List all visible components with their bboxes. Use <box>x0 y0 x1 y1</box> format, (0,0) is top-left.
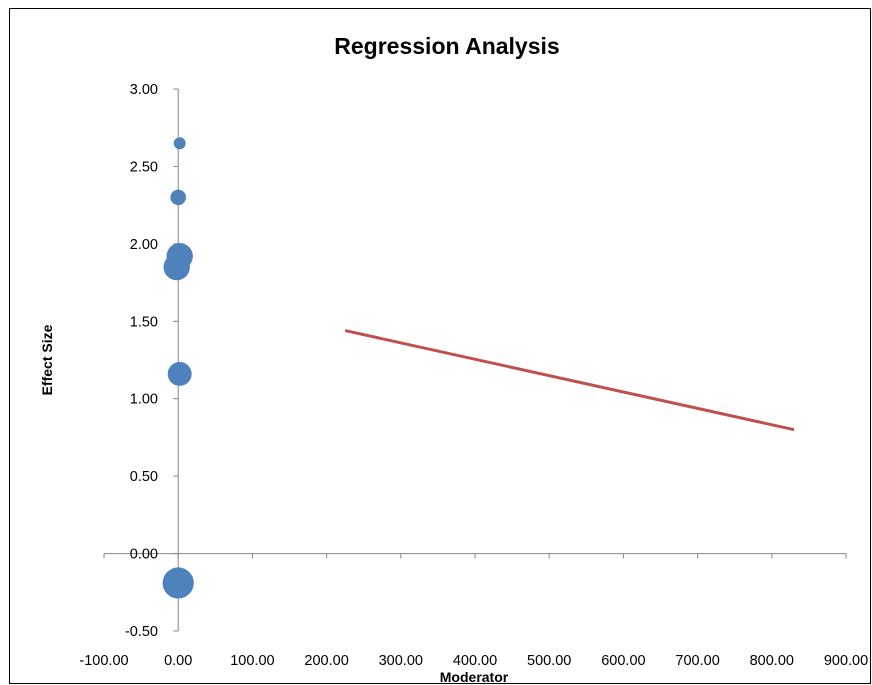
y-tick-label: -0.50 <box>125 624 158 640</box>
tick-labels: -0.50 0.00 0.50 1.00 1.50 2.00 2.50 3.00 -100.00… <box>79 82 868 669</box>
y-tick-label: 1.00 <box>130 392 158 408</box>
data-point <box>167 361 192 386</box>
regression-line <box>344 329 795 432</box>
y-tick-label: 0.50 <box>130 469 158 485</box>
y-tick-label: 3.00 <box>130 82 158 98</box>
x-tick-label: 900.00 <box>824 653 868 669</box>
x-tick-label: 400.00 <box>453 653 497 669</box>
y-tick-label: 1.50 <box>130 314 158 330</box>
x-tick-label: 200.00 <box>304 653 348 669</box>
x-tick-label: 800.00 <box>750 653 794 669</box>
chart-frame <box>9 8 871 684</box>
x-tick-label: 0.00 <box>164 653 192 669</box>
x-tick-label: 700.00 <box>675 653 719 669</box>
y-axis-title: Effect Size <box>39 324 55 395</box>
x-tick-label: 100.00 <box>230 653 274 669</box>
data-point <box>170 189 186 206</box>
x-tick-label: -100.00 <box>79 653 128 669</box>
y-tick-label: 2.50 <box>130 159 158 175</box>
data-point <box>173 137 186 150</box>
chart-title: Regression Analysis <box>334 33 559 59</box>
data-point <box>163 253 190 281</box>
axes <box>103 88 847 632</box>
y-tick-label: 2.00 <box>130 237 158 253</box>
y-tick-label: 0.00 <box>130 547 158 563</box>
data-point <box>162 567 194 599</box>
regression-layer <box>344 329 795 432</box>
points-layer <box>162 137 194 599</box>
x-tick-label: 500.00 <box>527 653 571 669</box>
x-tick-label: 300.00 <box>379 653 423 669</box>
x-tick-label: 600.00 <box>601 653 645 669</box>
x-axis-title: Moderator <box>440 669 509 685</box>
